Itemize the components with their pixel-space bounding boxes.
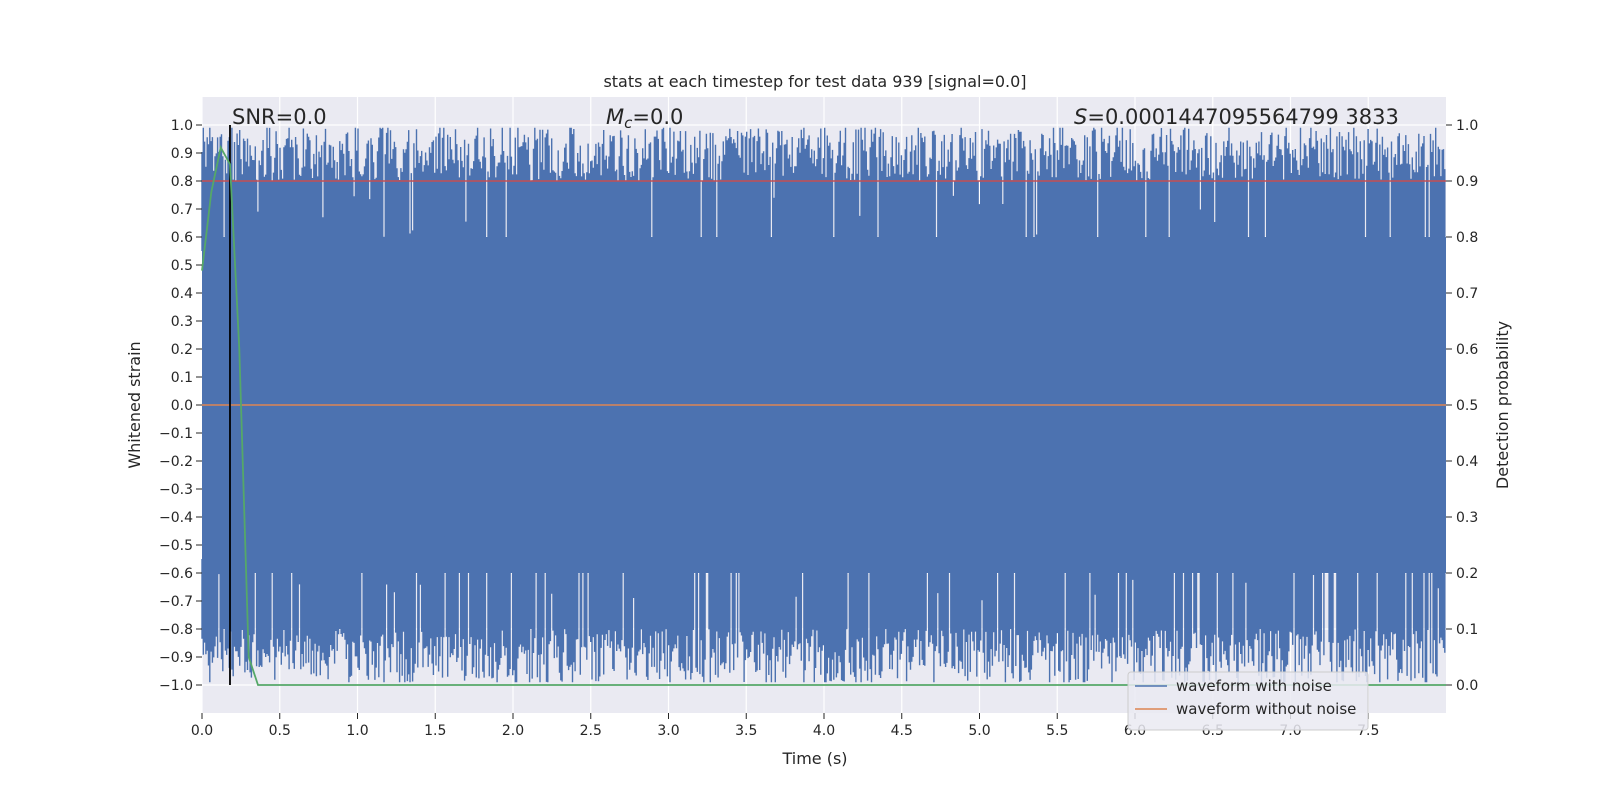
x-tick-label: 3.5 <box>735 723 757 739</box>
y-right-tick-label: 0.0 <box>1456 678 1478 694</box>
x-tick-label: 0.5 <box>269 723 291 739</box>
y-right-tick-label: 0.4 <box>1456 454 1478 470</box>
y-left-tick-label: 0.3 <box>171 314 193 330</box>
legend-box <box>1127 671 1369 731</box>
x-tick-label: 4.0 <box>813 723 835 739</box>
y-left-tick-label: −1.0 <box>159 678 193 694</box>
x-tick-label: 5.0 <box>968 723 990 739</box>
y-left-tick-label: −0.1 <box>159 426 193 442</box>
y-right-tick-label: 0.7 <box>1456 286 1478 302</box>
mc-value: =0.0 <box>632 105 683 129</box>
y-right-tick-label: 1.0 <box>1456 118 1478 134</box>
x-axis-label: Time (s) <box>781 749 847 768</box>
y-left-tick-label: −0.3 <box>159 482 193 498</box>
y-left-tick-label: −0.5 <box>159 538 193 554</box>
y-right-tick-label: 0.5 <box>1456 398 1478 414</box>
y-right-tick-label: 0.3 <box>1456 510 1478 526</box>
legend-label-noise: waveform with noise <box>1176 677 1332 695</box>
s-value: =0.0001447095564799 3833 <box>1087 105 1399 129</box>
mc-subscript: c <box>624 114 633 132</box>
y-right-tick-label: 0.2 <box>1456 566 1478 582</box>
legend: waveform with noise waveform without noi… <box>1127 671 1369 731</box>
y-left-tick-label: 0.8 <box>171 174 193 190</box>
legend-label-clean: waveform without noise <box>1176 700 1356 718</box>
mc-annotation: Mc=0.0 <box>606 105 683 132</box>
y-left-tick-label: −0.8 <box>159 622 193 638</box>
y-left-tick-label: 0.7 <box>171 202 193 218</box>
x-tick-label: 4.5 <box>891 723 913 739</box>
s-annotation: S=0.0001447095564799 3833 <box>1074 105 1399 129</box>
x-tick-label: 1.5 <box>424 723 446 739</box>
snr-annotation: SNR=0.0 <box>232 105 327 129</box>
s-symbol: S <box>1074 105 1087 129</box>
y-left-tick-label: −0.7 <box>159 594 193 610</box>
y-left-tick-label: 0.1 <box>171 370 193 386</box>
y-left-tick-label: 0.6 <box>171 230 193 246</box>
y-axis-right-ticks: 1.0 0.9 0.8 0.7 0.6 0.5 0.4 0.3 0.2 0.1 0.0 <box>1446 118 1478 694</box>
noise-lower-trace <box>201 504 1446 683</box>
y-right-tick-label: 0.8 <box>1456 230 1478 246</box>
y-left-tick-label: −0.4 <box>159 510 193 526</box>
y-left-tick-label: 0.5 <box>171 258 193 274</box>
y-left-tick-label: 1.0 <box>171 118 193 134</box>
x-tick-label: 2.0 <box>502 723 524 739</box>
y-left-tick-label: 0.4 <box>171 286 193 302</box>
noise-upper-trace <box>201 127 1446 290</box>
y-axis-left-ticks: 1.0 0.9 0.8 0.7 0.6 0.5 0.4 0.3 0.2 0.1 0.0 −0.1 −0.… <box>159 118 202 694</box>
y-axis-left-label: Whitened strain <box>125 341 144 468</box>
x-tick-label: 2.5 <box>580 723 602 739</box>
x-tick-label: 5.5 <box>1046 723 1068 739</box>
y-left-tick-label: 0.9 <box>171 146 193 162</box>
chart-title: stats at each timestep for test data 939… <box>603 72 1026 91</box>
y-left-tick-label: −0.6 <box>159 566 193 582</box>
y-left-tick-label: 0.0 <box>171 398 193 414</box>
x-tick-label: 0.0 <box>191 723 213 739</box>
y-left-tick-label: −0.9 <box>159 650 193 666</box>
series-lines <box>201 125 1446 686</box>
y-left-tick-label: 0.2 <box>171 342 193 358</box>
y-right-tick-label: 0.6 <box>1456 342 1478 358</box>
y-right-tick-label: 0.1 <box>1456 622 1478 638</box>
y-axis-right-label: Detection probability <box>1493 321 1512 489</box>
mc-symbol: M <box>606 105 624 129</box>
y-left-tick-label: −0.2 <box>159 454 193 470</box>
series-detection-probability <box>201 144 1446 686</box>
y-right-tick-label: 0.9 <box>1456 174 1478 190</box>
x-axis-ticks: 0.0 0.5 1.0 1.5 2.0 2.5 3.0 3.5 4.0 4.5 5.0 5.5 6.0 6… <box>191 713 1379 739</box>
x-tick-label: 3.0 <box>657 723 679 739</box>
x-tick-label: 1.0 <box>346 723 368 739</box>
